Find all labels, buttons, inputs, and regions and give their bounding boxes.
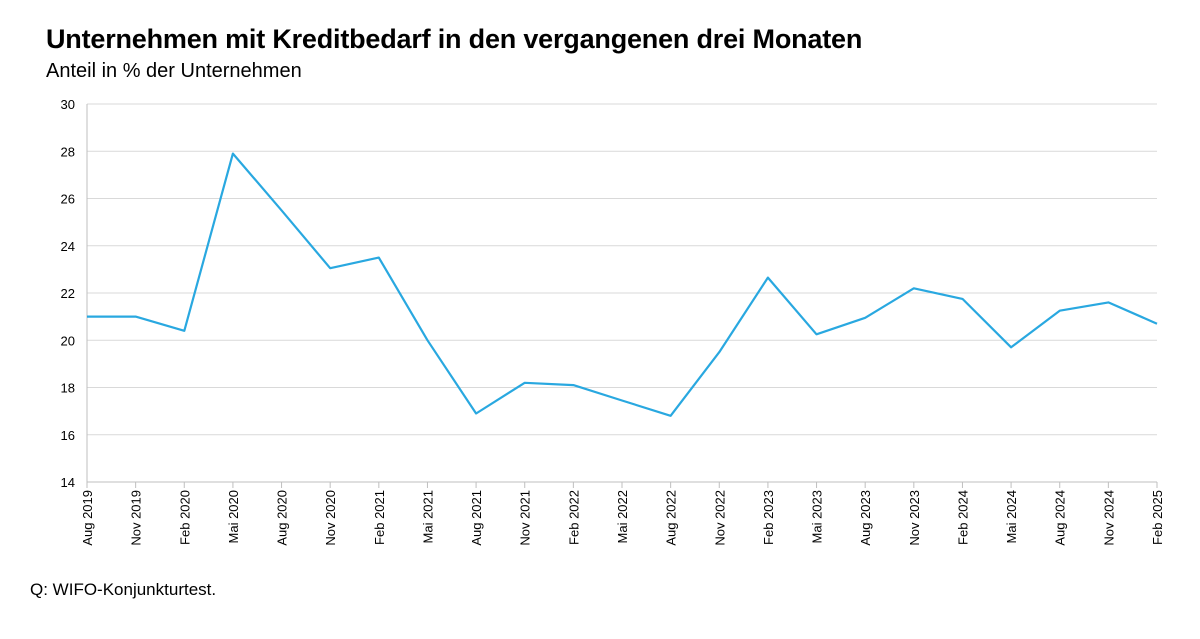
y-tick-label: 26 [61, 192, 75, 207]
y-tick-label: 14 [61, 475, 75, 490]
x-tick-label: Nov 2020 [323, 490, 338, 546]
x-tick-label: Nov 2023 [907, 490, 922, 546]
y-tick-label: 18 [61, 381, 75, 396]
x-tick-label: Aug 2024 [1053, 490, 1068, 546]
x-tick-label: Feb 2022 [566, 490, 581, 545]
x-tick-label: Feb 2025 [1150, 490, 1165, 545]
series-line-group [87, 152, 1158, 417]
y-axis-ticks: 14 16 18 20 22 24 26 28 30 [61, 97, 75, 490]
x-tick-label: Aug 2020 [275, 490, 290, 546]
chart-subtitle: Anteil in % der Unternehmen [46, 60, 302, 82]
x-tick-label: Nov 2019 [129, 490, 144, 546]
x-tick-label: Feb 2023 [761, 490, 776, 545]
y-tick-label: 16 [61, 428, 75, 443]
y-tick-label: 30 [61, 97, 75, 112]
x-axis-ticks: Aug 2019 Nov 2019 Feb 2020 Mai 2020 Aug 2020… [80, 482, 1165, 546]
gridlines [86, 103, 1157, 483]
y-tick-label: 28 [61, 144, 75, 159]
x-tick-label: Mai 2023 [810, 490, 825, 543]
y-tick-label: 22 [61, 286, 75, 301]
x-tick-label: Mai 2021 [420, 490, 435, 543]
y-tick-label: 20 [61, 333, 75, 348]
x-tick-label: Mai 2022 [615, 490, 630, 543]
x-tick-label: Feb 2020 [177, 490, 192, 545]
x-tick-label: Nov 2024 [1101, 490, 1116, 546]
x-tick-label: Aug 2022 [664, 490, 679, 546]
x-tick-label: Nov 2022 [712, 490, 727, 546]
x-tick-label: Mai 2020 [226, 490, 241, 543]
x-tick-label: Aug 2021 [469, 490, 484, 546]
x-tick-label: Feb 2021 [372, 490, 387, 545]
x-tick-label: Aug 2023 [858, 490, 873, 546]
y-tick-label: 24 [61, 239, 75, 254]
x-tick-label: Aug 2019 [80, 490, 95, 546]
x-tick-label: Mai 2024 [1004, 490, 1019, 543]
chart-title: Unternehmen mit Kreditbedarf in den verg… [46, 24, 863, 54]
x-tick-label: Feb 2024 [955, 490, 970, 545]
source-note: Q: WIFO-Konjunkturtest. [30, 580, 217, 599]
x-tick-label: Nov 2021 [518, 490, 533, 546]
series-line [87, 152, 1158, 417]
